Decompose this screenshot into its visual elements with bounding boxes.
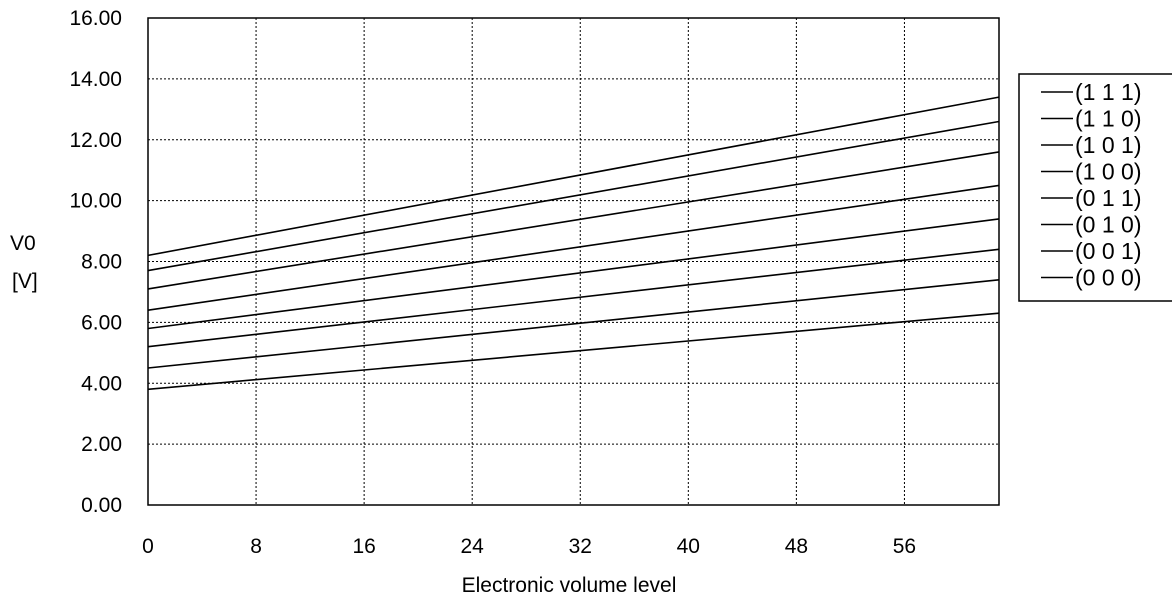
- x-tick-label: 24: [461, 535, 485, 558]
- y-tick-label: 10.00: [69, 190, 122, 213]
- legend-label: (0 0 1): [1075, 238, 1141, 264]
- x-tick-label: 48: [785, 535, 808, 558]
- x-tick-label: 8: [250, 535, 262, 558]
- grid: [148, 18, 999, 505]
- y-axis-ticks: 0.00 2.00 4.00 6.00 8.00 10.00 12.00 14.00 16.00: [69, 7, 122, 517]
- legend: (1 1 1)(1 1 0)(1 0 1)(1 0 0)(0 1 1)(0 1 …: [1019, 74, 1172, 301]
- y-axis-label-line2: [V]: [12, 270, 38, 293]
- y-tick-label: 16.00: [69, 7, 122, 30]
- x-tick-label: 40: [677, 535, 700, 558]
- y-tick-label: 8.00: [81, 251, 122, 274]
- legend-label: (1 0 0): [1075, 159, 1141, 185]
- x-tick-label: 56: [893, 535, 916, 558]
- x-axis-ticks: 0 8 16 24 32 40 48 56: [142, 535, 916, 558]
- y-tick-label: 4.00: [81, 372, 122, 395]
- y-tick-label: 0.00: [81, 494, 122, 517]
- x-tick-label: 0: [142, 535, 154, 558]
- legend-label: (1 1 0): [1075, 106, 1141, 132]
- y-axis-label-line1: V0: [10, 232, 36, 255]
- y-tick-label: 2.00: [81, 433, 122, 456]
- y-tick-label: 14.00: [69, 68, 122, 91]
- legend-label: (1 0 1): [1075, 132, 1141, 158]
- x-tick-label: 16: [352, 535, 375, 558]
- legend-label: (0 1 0): [1075, 212, 1141, 238]
- series-line-5: [148, 219, 999, 329]
- y-tick-label: 12.00: [69, 129, 122, 152]
- y-tick-label: 6.00: [81, 311, 122, 334]
- series-line-6: [148, 249, 999, 346]
- series-line-3: [148, 152, 999, 289]
- series-line-1: [148, 97, 999, 255]
- legend-label: (0 1 1): [1075, 185, 1141, 211]
- x-axis-label: Electronic volume level: [462, 574, 677, 597]
- series-group: [148, 97, 999, 389]
- legend-label: (0 0 0): [1075, 265, 1141, 291]
- x-tick-label: 32: [569, 535, 592, 558]
- legend-label: (1 1 1): [1075, 79, 1141, 105]
